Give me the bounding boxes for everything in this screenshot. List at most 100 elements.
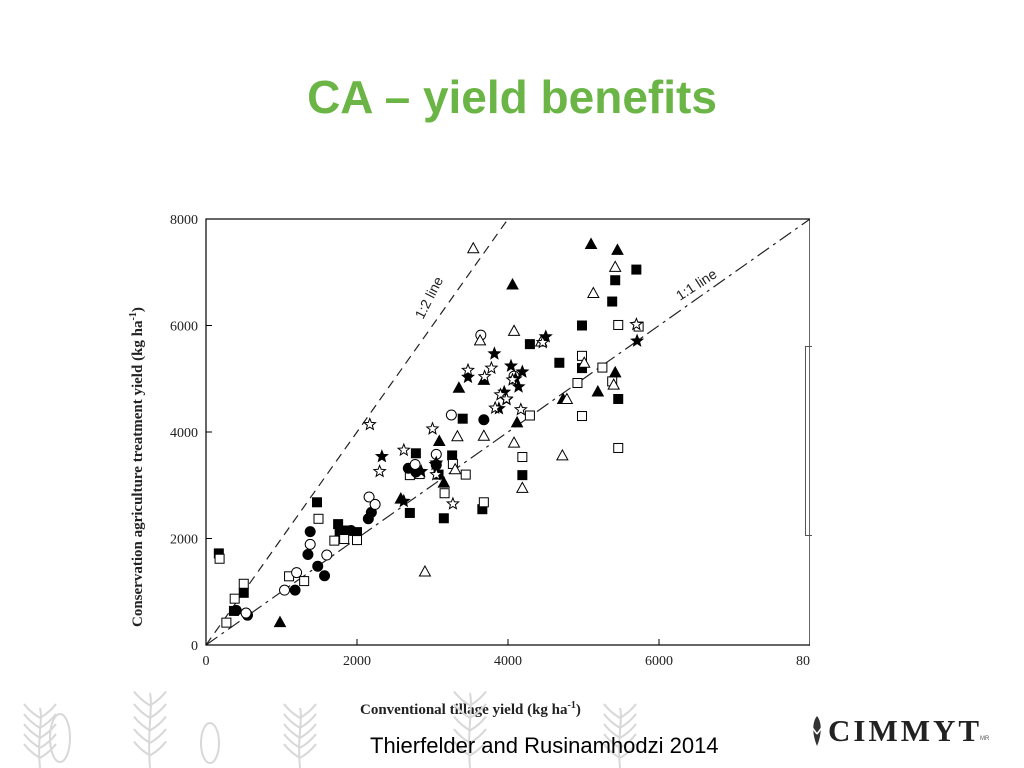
- data-point-open-circle: [291, 567, 303, 579]
- data-point-filled-star: [538, 329, 553, 343]
- crop-illustration: [23, 690, 637, 768]
- data-point-open-star: [461, 362, 475, 377]
- data-point-open-star: [429, 467, 444, 481]
- data-point-open-triangle: [507, 324, 521, 336]
- data-point-filled-triangle: [591, 384, 605, 397]
- data-point-open-circle: [363, 491, 375, 503]
- data-point-filled-star: [374, 449, 389, 463]
- data-point-open-star: [362, 417, 377, 431]
- data-point-filled-star: [504, 358, 518, 372]
- data-point-filled-square: [517, 470, 528, 481]
- data-point-filled-circle: [304, 526, 316, 538]
- data-point-filled-circle: [362, 513, 374, 525]
- data-point-open-square: [576, 350, 587, 361]
- data-point-open-square: [329, 535, 340, 546]
- data-point-open-square: [524, 410, 535, 421]
- maize-logo-icon: [810, 716, 824, 746]
- data-point-open-star: [396, 442, 411, 457]
- y-tick-label: 4000: [170, 426, 198, 441]
- data-point-open-circle: [321, 549, 333, 561]
- data-point-open-triangle: [507, 436, 521, 448]
- x-tick-label: 0: [203, 654, 210, 669]
- data-point-filled-triangle: [273, 615, 287, 628]
- data-point-open-square: [613, 319, 624, 330]
- data-point-open-star: [484, 360, 499, 375]
- data-point-filled-triangle: [611, 243, 624, 255]
- data-point-open-square: [299, 576, 310, 587]
- data-point-open-star: [425, 421, 440, 435]
- data-point-open-square: [613, 442, 624, 453]
- data-point-filled-square: [410, 448, 421, 459]
- data-point-filled-square: [457, 413, 468, 424]
- ref-line-label-1-1: 1:1 line: [673, 265, 720, 303]
- data-point-filled-star: [630, 333, 645, 347]
- data-point-filled-circle: [289, 584, 301, 596]
- data-point-filled-square: [524, 339, 535, 350]
- data-point-filled-circle: [319, 570, 331, 582]
- data-point-open-square: [313, 513, 324, 524]
- data-point-open-square: [572, 378, 583, 389]
- data-point-open-square: [597, 362, 608, 373]
- data-point-filled-triangle: [432, 434, 446, 447]
- data-point-filled-star: [396, 493, 411, 508]
- y-tick-label: 0: [191, 639, 198, 654]
- data-point-open-circle: [304, 538, 316, 550]
- data-point-filled-square: [238, 587, 249, 598]
- data-point-filled-square: [613, 393, 624, 404]
- x-tick-label: 6000: [645, 654, 673, 669]
- data-point-filled-star: [414, 464, 429, 478]
- data-point-open-square: [439, 488, 450, 499]
- y-axis-label: Conservation agriculture treatment yield…: [128, 307, 146, 627]
- data-point-open-square: [238, 578, 249, 589]
- data-point-open-circle: [369, 498, 381, 510]
- logo-mark: MR: [980, 736, 990, 742]
- citation-caption: Thierfelder and Rusinamhodzi 2014: [370, 733, 719, 758]
- data-point-filled-triangle: [437, 476, 451, 488]
- data-point-filled-square: [576, 320, 587, 331]
- data-point-filled-square: [404, 507, 415, 518]
- data-point-open-triangle: [473, 333, 487, 346]
- data-point-filled-star: [487, 346, 502, 360]
- y-tick-label: 8000: [170, 213, 198, 228]
- data-point-open-square: [460, 469, 471, 480]
- data-point-filled-square: [607, 296, 618, 307]
- data-point-filled-square: [447, 450, 458, 461]
- data-point-open-square: [229, 593, 240, 604]
- data-point-filled-star: [511, 379, 526, 393]
- data-point-open-square: [478, 497, 489, 508]
- data-point-filled-circle: [478, 414, 490, 426]
- x-tick-label: 8000: [796, 654, 810, 669]
- data-point-open-star: [477, 369, 492, 383]
- data-point-open-circle: [445, 409, 457, 421]
- data-point-open-star: [629, 317, 644, 331]
- data-point-open-triangle: [607, 378, 621, 390]
- data-point-filled-triangle: [510, 415, 524, 428]
- data-point-open-star: [499, 391, 514, 405]
- data-point-filled-circle: [302, 548, 314, 560]
- reference-line: [206, 219, 509, 645]
- slide-title: CA – yield benefits: [307, 71, 717, 123]
- data-point-open-square: [352, 535, 362, 546]
- reference-line: [206, 219, 810, 645]
- data-point-open-star: [488, 400, 503, 415]
- data-point-open-triangle: [577, 356, 591, 368]
- data-point-filled-triangle: [608, 365, 622, 378]
- data-point-open-star: [445, 496, 460, 510]
- data-point-open-triangle: [477, 429, 491, 441]
- data-point-open-square: [221, 617, 232, 628]
- data-point-open-triangle: [586, 286, 600, 299]
- data-point-open-square: [517, 452, 528, 463]
- data-point-open-star: [513, 402, 528, 416]
- scatter-chart: 0200040006000800002000400060008000 1:2 l…: [128, 213, 810, 718]
- data-point-open-triangle: [560, 392, 574, 404]
- data-point-open-star: [535, 335, 550, 349]
- data-point-filled-square: [610, 275, 621, 286]
- x-tick-label: 2000: [343, 654, 371, 669]
- data-point-filled-triangle: [452, 381, 466, 393]
- side-bracket: [805, 346, 812, 536]
- data-point-filled-square: [311, 497, 322, 508]
- data-point-open-star: [372, 464, 387, 478]
- data-point-open-triangle: [466, 241, 480, 254]
- data-point-filled-circle: [230, 604, 242, 616]
- data-point-filled-square: [554, 357, 565, 368]
